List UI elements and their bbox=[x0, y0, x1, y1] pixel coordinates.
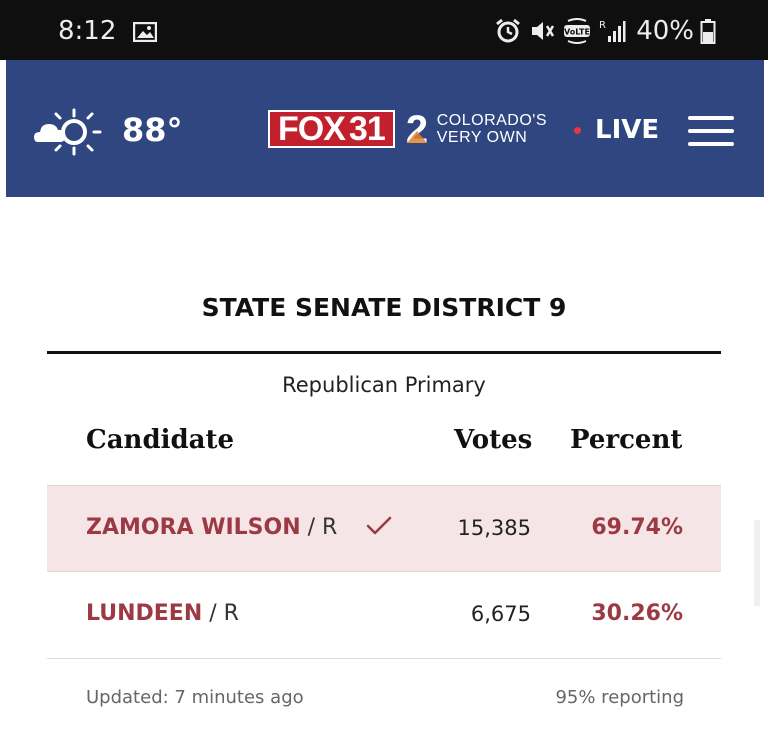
updated-time: Updated: 7 minutes ago bbox=[86, 687, 304, 708]
primary-label: Republican Primary bbox=[282, 373, 486, 397]
table-row-winner: ZAMORA WILSON / R 15,385 69.74% bbox=[47, 485, 721, 572]
gallery-icon bbox=[133, 22, 157, 42]
logo-tagline: COLORADO'S VERY OWN bbox=[437, 112, 547, 146]
live-button[interactable]: LIVE bbox=[574, 110, 659, 150]
status-time: 8:12 bbox=[58, 16, 117, 46]
svg-text:VoLTE: VoLTE bbox=[564, 28, 590, 37]
candidate-votes: 6,675 bbox=[470, 602, 531, 626]
column-header-candidate: Candidate bbox=[86, 425, 235, 455]
battery-percent: 40% bbox=[636, 16, 694, 46]
candidate-cell: ZAMORA WILSON / R bbox=[86, 512, 337, 544]
candidate-percent: 30.26% bbox=[591, 601, 683, 626]
logo-brand: FOX bbox=[278, 110, 346, 148]
table-row: LUNDEEN / R 6,675 30.26% bbox=[47, 571, 721, 659]
race-title: STATE SENATE DISTRICT 9 bbox=[201, 293, 567, 322]
battery-icon bbox=[700, 19, 716, 44]
svg-text:R: R bbox=[599, 20, 606, 31]
logo-channel-two: 2 bbox=[406, 109, 428, 149]
signal-icon: R bbox=[599, 20, 626, 42]
candidate-votes: 15,385 bbox=[457, 516, 531, 540]
status-bar: 8:12 VoLTE R 40% bbox=[0, 0, 768, 60]
partly-sunny-icon[interactable] bbox=[32, 108, 102, 156]
live-dot-icon bbox=[574, 126, 581, 134]
site-logo[interactable]: FOX 31 2 COLORADO'S VERY OWN bbox=[268, 108, 547, 150]
live-label: LIVE bbox=[595, 115, 660, 145]
candidate-party: / R bbox=[209, 601, 239, 626]
logo-number: 31 bbox=[348, 110, 386, 148]
winner-check-icon bbox=[366, 516, 392, 535]
candidate-name: ZAMORA WILSON bbox=[86, 515, 301, 540]
site-header: 88° FOX 31 2 COLORADO'S VERY OWN LIVE bbox=[6, 60, 764, 197]
logo-tagline-line2: VERY OWN bbox=[436, 129, 528, 146]
alarm-icon bbox=[496, 18, 521, 43]
volte-icon: VoLTE bbox=[564, 18, 591, 44]
candidate-party: / R bbox=[307, 515, 338, 540]
logo-tagline-line1: COLORADO'S bbox=[436, 112, 548, 129]
candidate-percent: 69.74% bbox=[591, 515, 683, 540]
candidate-cell: LUNDEEN / R bbox=[86, 598, 239, 630]
hamburger-menu-icon[interactable] bbox=[688, 116, 734, 155]
reporting-status: 95% reporting bbox=[555, 687, 684, 708]
column-header-votes: Votes bbox=[454, 425, 533, 455]
title-divider bbox=[47, 351, 721, 354]
status-icons: VoLTE R 40% bbox=[494, 16, 716, 46]
logo-fox31: FOX 31 bbox=[268, 110, 395, 148]
candidate-name: LUNDEEN bbox=[86, 601, 203, 626]
temperature: 88° bbox=[122, 111, 183, 149]
mute-icon bbox=[532, 22, 555, 40]
scrollbar[interactable] bbox=[754, 520, 760, 606]
column-header-percent: Percent bbox=[570, 425, 683, 455]
